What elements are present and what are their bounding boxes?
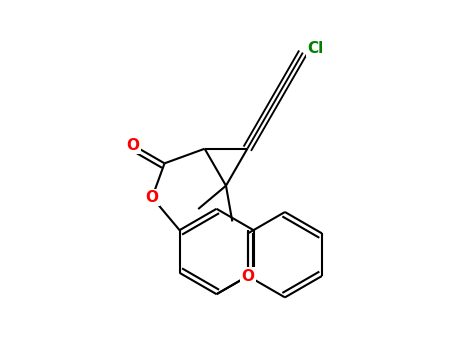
Text: O: O [126,138,140,153]
Text: Cl: Cl [308,41,324,56]
Text: O: O [242,268,254,284]
Text: O: O [146,190,159,205]
